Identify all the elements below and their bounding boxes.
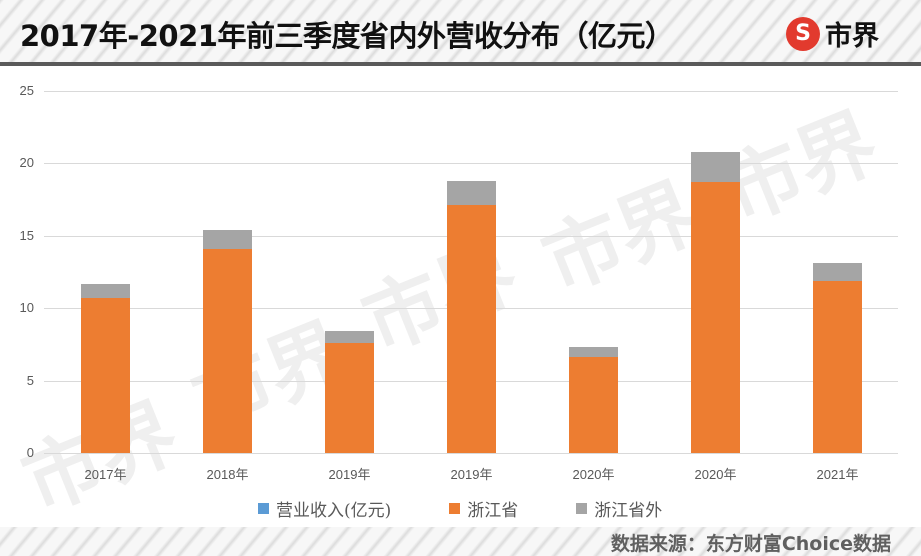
y-tick-label: 5	[26, 372, 34, 388]
legend-item[interactable]: 浙江省	[449, 496, 518, 521]
logo-s-icon: S	[786, 16, 820, 51]
brand-logo: S 市界	[786, 14, 879, 53]
stacked-bar[interactable]	[691, 151, 740, 453]
legend-label: 浙江省	[467, 501, 519, 521]
legend-label: 浙江省外	[594, 501, 663, 521]
legend-item[interactable]: 营业收入(亿元)	[258, 496, 391, 521]
bar-segment	[81, 298, 130, 453]
x-tick-label: 2020年	[694, 467, 737, 482]
stacked-bar[interactable]	[325, 331, 374, 453]
stacked-bar[interactable]	[447, 180, 496, 453]
bar-segment	[203, 248, 252, 453]
legend: 营业收入(亿元) 浙江省 浙江省外	[258, 496, 720, 521]
x-tick-label: 2018年	[206, 467, 249, 482]
bar-segment	[447, 180, 496, 206]
bar-segment	[813, 263, 862, 281]
footer-banner: 数据来源：东方财富Choice数据	[0, 527, 921, 556]
y-tick-label: 15	[19, 227, 34, 243]
bar-segment	[447, 205, 496, 453]
chart-area: 市界 市界 市界 市界 市界 0 5 10 15 20 25 2017年 2018年 2019年 201…	[0, 66, 921, 529]
x-tick-label: 2019年	[450, 467, 493, 482]
bar-segment	[81, 283, 130, 299]
bar-segment	[325, 342, 374, 453]
logo-text: 市界	[825, 21, 879, 52]
chart-title: 2017年-2021年前三季度省内外营收分布（亿元）	[20, 19, 674, 53]
x-tick-label: 2020年	[572, 467, 615, 482]
stacked-bar[interactable]	[203, 230, 252, 453]
stacked-bar[interactable]	[813, 263, 862, 453]
gridline	[44, 91, 898, 92]
legend-swatch-icon	[449, 503, 461, 514]
stacked-bar[interactable]	[81, 283, 130, 453]
bar-segment	[203, 230, 252, 249]
bar-segment	[569, 357, 618, 453]
legend-item[interactable]: 浙江省外	[576, 496, 662, 521]
x-tick-label: 2019年	[328, 467, 371, 482]
gridline	[44, 453, 898, 454]
header-banner: 2017年-2021年前三季度省内外营收分布（亿元） S 市界	[0, 0, 921, 62]
legend-swatch-icon	[258, 503, 269, 514]
bar-segment	[813, 280, 862, 453]
data-source: 数据来源：东方财富Choice数据	[610, 533, 891, 555]
bar-segment	[325, 331, 374, 343]
watermark-text: 市界	[531, 167, 710, 310]
x-tick-label: 2017年	[84, 467, 127, 482]
bar-segment	[691, 151, 740, 183]
header-divider	[0, 62, 921, 66]
legend-swatch-icon	[576, 503, 588, 514]
y-tick-label: 0	[26, 445, 34, 460]
bar-segment	[691, 182, 740, 453]
legend-label: 营业收入(亿元)	[276, 501, 392, 521]
y-tick-label: 10	[19, 300, 34, 316]
y-tick-label: 25	[19, 83, 34, 98]
bar-segment	[569, 346, 618, 358]
y-tick-label: 20	[19, 155, 34, 171]
x-tick-label: 2021年	[816, 467, 859, 482]
stacked-bar[interactable]	[569, 346, 618, 453]
gridline	[44, 163, 898, 165]
